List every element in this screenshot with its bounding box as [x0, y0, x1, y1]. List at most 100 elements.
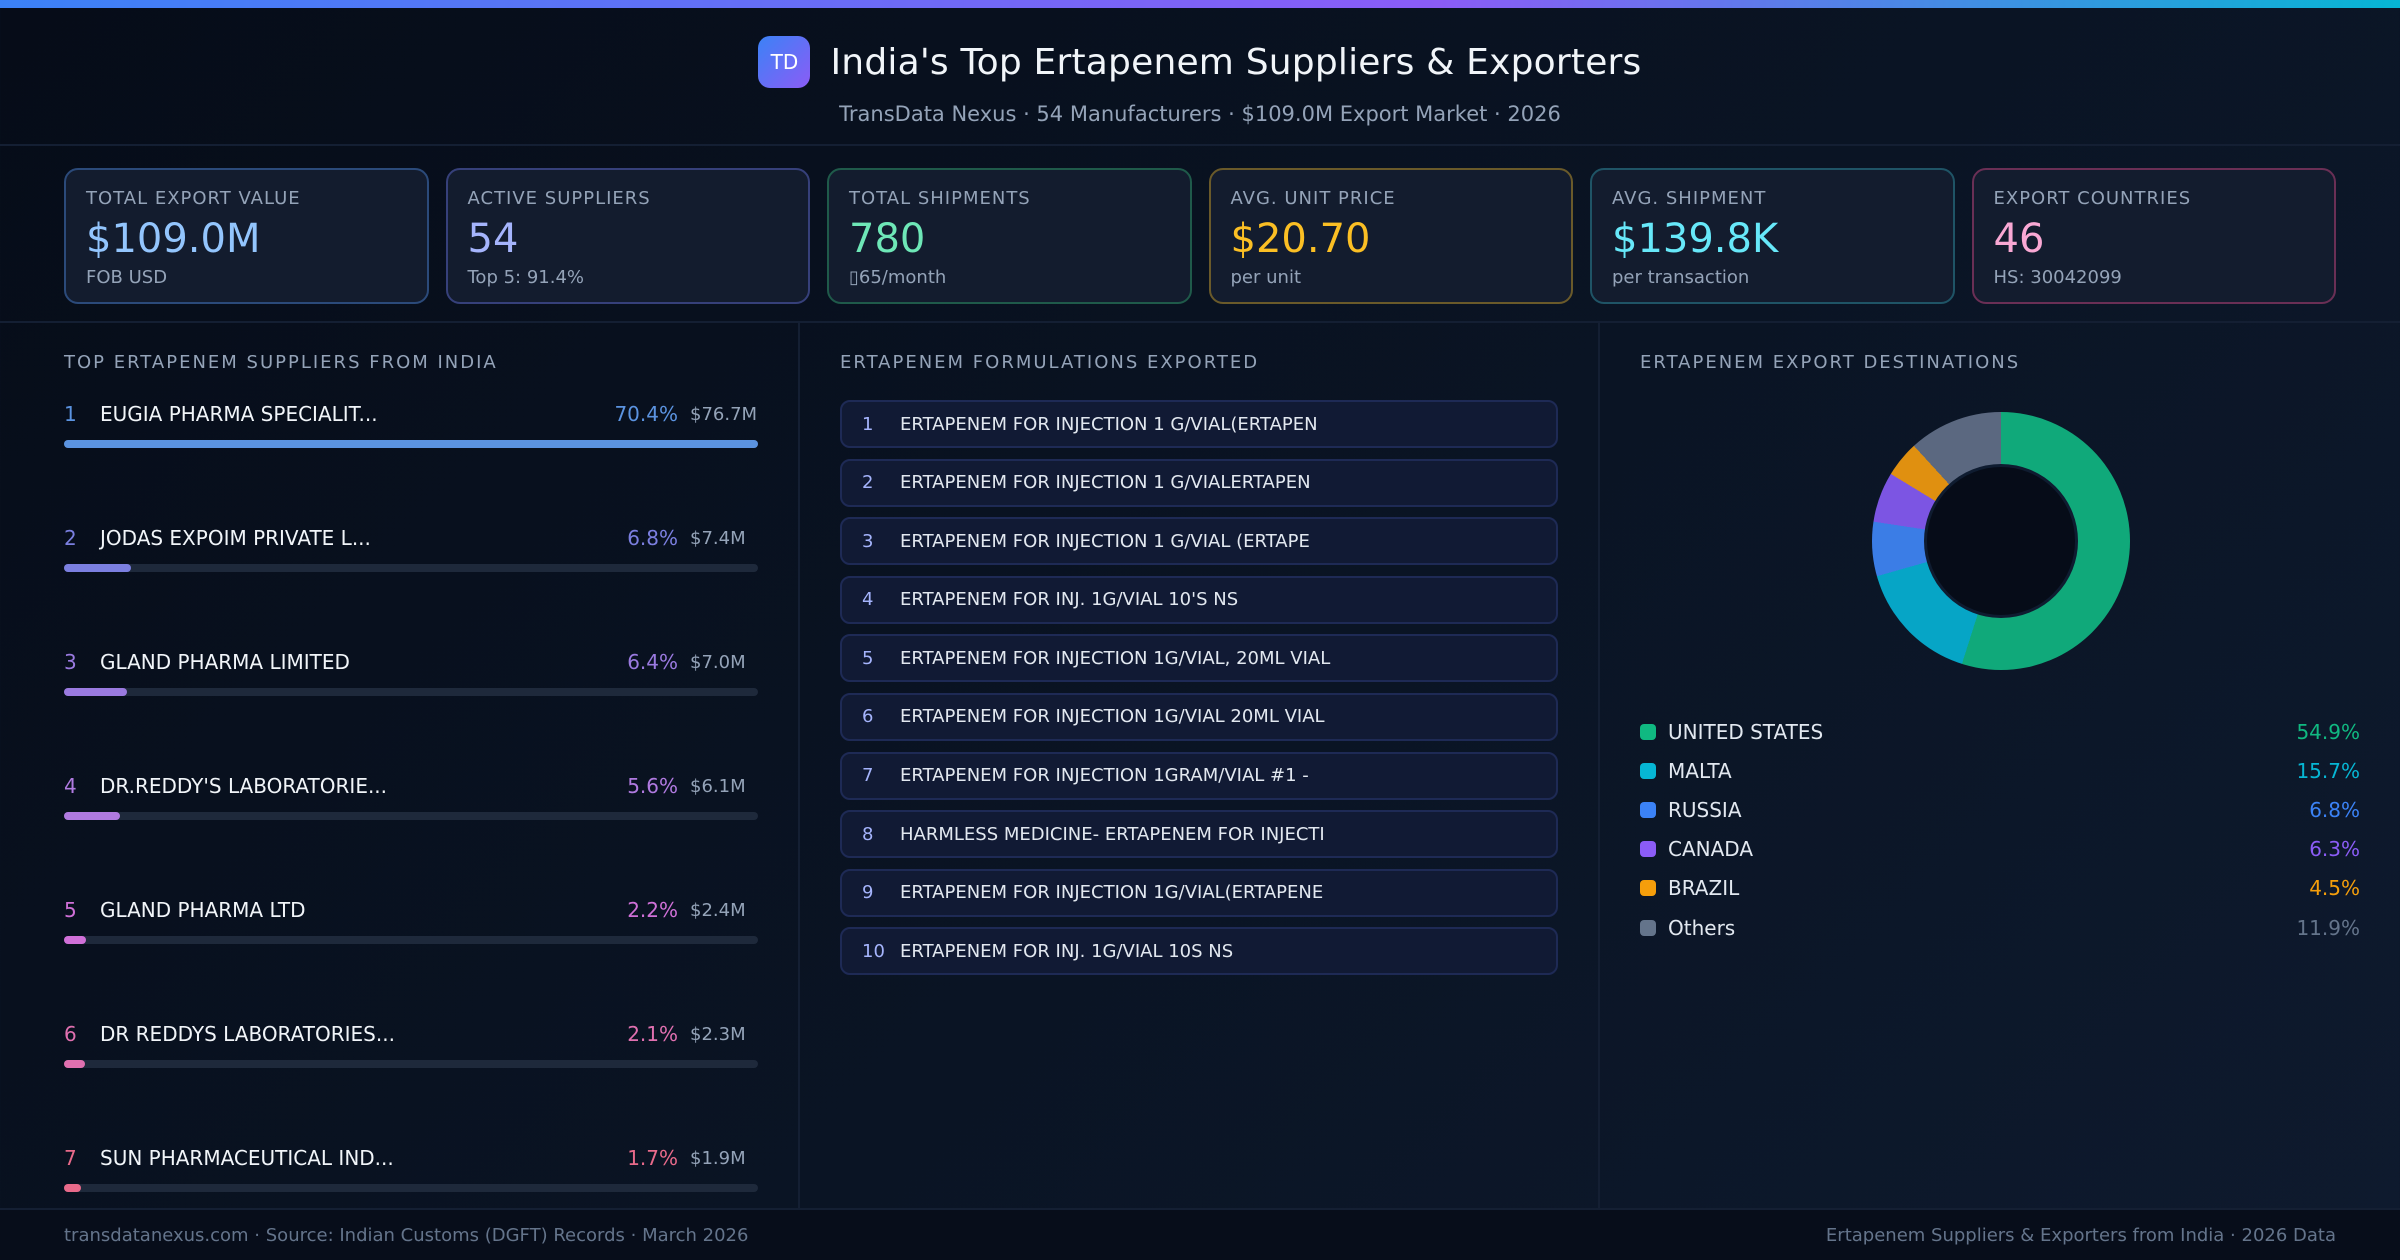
kpi-sub: HS: 30042099: [1993, 267, 2122, 288]
kpi-value: 46: [1993, 216, 2045, 262]
supplier-value: $1.9M: [690, 1147, 746, 1169]
column-divider: [1598, 323, 1600, 1208]
share-bar-fill: [64, 564, 132, 572]
legend-country: Others: [1668, 915, 1736, 940]
destinations-donut-chart: [1872, 412, 2130, 670]
kpi-value: 780: [849, 216, 926, 262]
kpi-label: EXPORT COUNTRIES: [1993, 188, 2192, 209]
supplier-rank: 3: [64, 650, 77, 674]
formulation-item[interactable]: 9 ERTAPENEM FOR INJECTION 1G/VIAL(ERTAPEN…: [840, 868, 1558, 917]
kpi-total-shipments: TOTAL SHIPMENTS 780 ▯65/month: [827, 168, 1192, 304]
formulations-title: ERTAPENEM FORMULATIONS EXPORTED: [840, 352, 1260, 373]
legend-swatch-icon: [1640, 919, 1656, 936]
formulation-item[interactable]: 6 ERTAPENEM FOR INJECTION 1G/VIAL 20ML VI…: [840, 692, 1558, 741]
kpi-value: $109.0M: [86, 216, 261, 262]
formulation-item[interactable]: 1 ERTAPENEM FOR INJECTION 1 G/VIAL(ERTAPE…: [840, 400, 1558, 448]
legend-item: MALTA 15.7%: [1640, 751, 2360, 790]
kpi-label: TOTAL SHIPMENTS: [849, 188, 1031, 209]
formulation-text: ERTAPENEM FOR INJECTION 1GRAM/VIAL #1 -: [900, 765, 1309, 787]
formulation-text: ERTAPENEM FOR INJECTION 1 G/VIALERTAPEN: [900, 472, 1311, 494]
formulation-text: ERTAPENEM FOR INJECTION 1 G/VIAL(ERTAPEN: [900, 413, 1318, 435]
legend-share: 54.9%: [2296, 719, 2360, 744]
legend-country: CANADA: [1668, 837, 1754, 862]
supplier-name: DR.REDDY'S LABORATORIE...: [100, 774, 388, 798]
formulation-item[interactable]: 10 ERTAPENEM FOR INJ. 1G/VIAL 10S NS: [840, 927, 1558, 976]
share-bar-track: [64, 936, 758, 944]
kpi-label: AVG. UNIT PRICE: [1230, 188, 1396, 209]
formulation-text: ERTAPENEM FOR INJECTION 1G/VIAL, 20ML VI…: [900, 647, 1331, 669]
share-bar-fill: [64, 812, 120, 820]
supplier-value: $2.4M: [690, 899, 746, 921]
supplier-value: $7.0M: [690, 651, 746, 673]
formulation-number: 8: [862, 823, 874, 845]
formulation-list: 1 ERTAPENEM FOR INJECTION 1 G/VIAL(ERTAPE…: [840, 400, 1558, 986]
legend-share: 6.8%: [2309, 797, 2360, 822]
formulation-number: 5: [862, 647, 874, 669]
legend-share: 11.9%: [2296, 915, 2360, 940]
formulation-text: ERTAPENEM FOR INJ. 1G/VIAL 10S NS: [900, 940, 1234, 962]
formulation-item[interactable]: 3 ERTAPENEM FOR INJECTION 1 G/VIAL (ERTAP…: [840, 517, 1558, 566]
kpi-active-suppliers: ACTIVE SUPPLIERS 54 Top 5: 91.4%: [445, 168, 810, 304]
formulation-number: 7: [862, 765, 874, 787]
formulation-text: ERTAPENEM FOR INJECTION 1 G/VIAL (ERTAPE: [900, 530, 1310, 552]
supplier-row[interactable]: 6 DR REDDYS LABORATORIES... 2.1% $2.3M: [64, 1020, 758, 1144]
formulation-item[interactable]: 8 HARMLESS MEDICINE- ERTAPENEM FOR INJECT…: [840, 810, 1558, 859]
supplier-row[interactable]: 5 GLAND PHARMA LTD 2.2% $2.4M: [64, 896, 758, 1020]
accent-bar: [0, 0, 2400, 8]
supplier-value: $6.1M: [690, 775, 746, 797]
share-bar-track: [64, 1060, 758, 1068]
supplier-share: 5.6%: [627, 774, 678, 798]
page-subtitle: TransData Nexus · 54 Manufacturers · $10…: [839, 102, 1561, 126]
supplier-name: GLAND PHARMA LIMITED: [100, 650, 350, 674]
supplier-share: 1.7%: [627, 1146, 678, 1170]
supplier-row[interactable]: 1 EUGIA PHARMA SPECIALIT... 70.4% $76.7M: [64, 400, 758, 524]
supplier-list: 1 EUGIA PHARMA SPECIALIT... 70.4% $76.7M…: [64, 400, 758, 1260]
footer-source: transdatanexus.com · Source: Indian Cust…: [64, 1224, 749, 1246]
page-header: TD India's Top Ertapenem Suppliers & Exp…: [0, 8, 2400, 146]
share-bar-track: [64, 1184, 758, 1192]
kpi-value: $139.8K: [1612, 216, 1779, 262]
legend-country: MALTA: [1668, 758, 1732, 783]
supplier-name: SUN PHARMACEUTICAL IND...: [100, 1146, 394, 1170]
formulation-item[interactable]: 4 ERTAPENEM FOR INJ. 1G/VIAL 10'S NS: [840, 575, 1558, 624]
supplier-value: $2.3M: [690, 1023, 746, 1045]
formulation-item[interactable]: 2 ERTAPENEM FOR INJECTION 1 G/VIALERTAPEN: [840, 458, 1558, 507]
share-bar-fill: [64, 1184, 82, 1192]
formulation-item[interactable]: 7 ERTAPENEM FOR INJECTION 1GRAM/VIAL #1 -: [840, 751, 1558, 800]
kpi-sub: per unit: [1230, 267, 1302, 288]
legend-swatch-icon: [1640, 880, 1656, 897]
kpi-row: TOTAL EXPORT VALUE $109.0M FOB USD ACTIV…: [64, 168, 2336, 304]
legend-share: 15.7%: [2296, 758, 2360, 783]
legend-item: CANADA 6.3%: [1640, 830, 2360, 869]
supplier-value: $7.4M: [690, 527, 746, 549]
supplier-share: 6.4%: [627, 650, 678, 674]
legend-item: UNITED STATES 54.9%: [1640, 712, 2360, 751]
donut-hole: [1924, 464, 2078, 618]
legend-country: BRAZIL: [1668, 876, 1740, 901]
supplier-rank: 4: [64, 774, 77, 798]
kpi-sub: per transaction: [1612, 267, 1750, 288]
legend-item: BRAZIL 4.5%: [1640, 869, 2360, 908]
kpi-export-countries: EXPORT COUNTRIES 46 HS: 30042099: [1971, 168, 2336, 304]
column-divider: [798, 323, 800, 1208]
formulation-text: ERTAPENEM FOR INJECTION 1G/VIAL 20ML VIA…: [900, 706, 1325, 728]
legend-swatch-icon: [1640, 801, 1656, 818]
supplier-rank: 1: [64, 402, 77, 426]
kpi-sub: Top 5: 91.4%: [467, 267, 585, 288]
kpi-sub: FOB USD: [86, 267, 168, 288]
formulation-number: 3: [862, 530, 874, 552]
kpi-label: TOTAL EXPORT VALUE: [86, 188, 301, 209]
supplier-value: $76.7M: [690, 403, 758, 425]
legend-item: Others 11.9%: [1640, 908, 2360, 947]
formulation-text: ERTAPENEM FOR INJECTION 1G/VIAL(ERTAPENE: [900, 882, 1324, 904]
formulation-number: 10: [862, 940, 885, 962]
footer-caption: Ertapenem Suppliers & Exporters from Ind…: [1825, 1224, 2336, 1246]
page-footer: transdatanexus.com · Source: Indian Cust…: [0, 1208, 2400, 1260]
supplier-row[interactable]: 7 SUN PHARMACEUTICAL IND... 1.7% $1.9M: [64, 1144, 758, 1260]
share-bar-track: [64, 564, 758, 572]
supplier-row[interactable]: 4 DR.REDDY'S LABORATORIE... 5.6% $6.1M: [64, 772, 758, 896]
formulation-item[interactable]: 5 ERTAPENEM FOR INJECTION 1G/VIAL, 20ML V…: [840, 634, 1558, 683]
supplier-row[interactable]: 3 GLAND PHARMA LIMITED 6.4% $7.0M: [64, 648, 758, 772]
legend-share: 4.5%: [2309, 876, 2360, 901]
supplier-row[interactable]: 2 JODAS EXPOIM PRIVATE L... 6.8% $7.4M: [64, 524, 758, 648]
